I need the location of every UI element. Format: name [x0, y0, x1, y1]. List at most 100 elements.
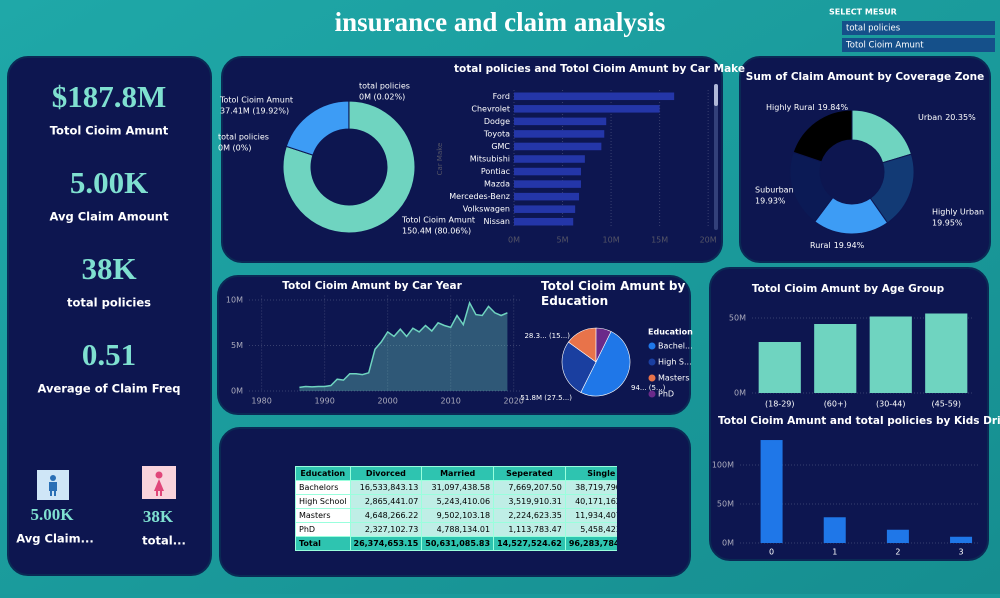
page-title: insurance and claim analysis	[335, 7, 666, 37]
card-value: 38K	[143, 507, 174, 526]
x-tick-label: 1990	[314, 397, 334, 406]
y-tick-label: Mazda	[484, 180, 510, 189]
x-tick-label: (30-44)	[876, 400, 906, 409]
total-cell: 96,283,784.02	[565, 537, 617, 551]
table-cell: Masters	[296, 509, 351, 523]
slice-label: total policies	[218, 133, 269, 142]
table-cell: 3,519,910.31	[494, 495, 566, 509]
y-tick-label: Toyota	[483, 129, 510, 138]
legend-marker	[649, 359, 656, 366]
value-label: 19.84%	[818, 103, 849, 112]
kpi-label: total policies	[67, 296, 151, 310]
value-label: 0M (0.02%)	[359, 93, 405, 102]
y-tick-label: 0M	[722, 539, 734, 548]
scrollbar-thumb[interactable]	[714, 84, 718, 106]
x-tick-label: (18-29)	[765, 400, 795, 409]
bar	[925, 314, 967, 394]
bar	[514, 155, 585, 163]
table-cell: 16,533,843.13	[350, 481, 422, 495]
bar	[814, 324, 856, 393]
chart-title: Totol Cioim Amunt by Car Year	[282, 280, 462, 292]
bar	[514, 118, 606, 126]
table-cell: 38,719,790.02	[565, 481, 617, 495]
table-cell: 9,502,103.18	[422, 509, 494, 523]
total-cell: Total	[296, 537, 351, 551]
slice-label: Totol Cioim Amunt	[219, 96, 293, 105]
category-label: Urban	[918, 113, 942, 122]
table-cell: Bachelors	[296, 481, 351, 495]
y-tick-label: Pontiac	[481, 167, 510, 176]
total-cell: 14,527,524.62	[494, 537, 566, 551]
bar	[514, 205, 575, 213]
value-label: 0M (0%)	[218, 144, 251, 153]
x-tick-label: 2000	[377, 397, 397, 406]
kpi-value: 38K	[81, 251, 136, 286]
slice-label: Highly Urban	[932, 208, 984, 217]
x-tick-label: 1	[832, 548, 837, 557]
bar	[514, 93, 674, 101]
person-icon	[142, 466, 176, 499]
category-label: Highly Rural	[766, 103, 815, 112]
value-label: 37.41M (19.92%)	[220, 107, 289, 116]
x-tick-label: 5M	[557, 236, 569, 245]
y-axis-title: Car Make	[436, 143, 444, 176]
y-tick-label: Volkswagen	[463, 205, 510, 214]
chart-title: Totol Cioim Amunt by Education	[541, 279, 691, 309]
value-label: 19.94%	[834, 241, 865, 250]
column-header: Single	[565, 467, 617, 481]
slicer-title: SELECT MESUR	[829, 8, 897, 17]
bar	[514, 218, 573, 226]
y-tick-label: Ford	[493, 92, 510, 101]
table-cell: 2,224,623.35	[494, 509, 566, 523]
legend-title: Education	[648, 328, 693, 337]
table-cell: 5,243,410.06	[422, 495, 494, 509]
table-cell: 40,171,162.92	[565, 495, 617, 509]
legend-label: PhD	[658, 390, 674, 399]
x-tick-label: 2	[895, 548, 900, 557]
kpi-label: Avg Claim Amount	[50, 210, 169, 224]
value-label: 20.35%	[945, 113, 976, 122]
bar	[514, 130, 604, 138]
x-tick-label: 15M	[651, 236, 668, 245]
column-header: Seperated	[494, 467, 566, 481]
bar	[514, 168, 581, 176]
kpi-label: Average of Claim Freq	[37, 382, 180, 396]
table-cell: 4,788,134.01	[422, 523, 494, 537]
y-tick-label: Mitsubishi	[470, 155, 510, 164]
chart-title: Totol Cioim Amunt and total policies by …	[718, 415, 1000, 427]
total-cell: 26,374,653.15	[350, 537, 422, 551]
table-cell: 1,113,783.47	[494, 523, 566, 537]
category-label: Rural	[810, 241, 831, 250]
card-value: 5.00K	[31, 505, 75, 524]
legend-marker	[649, 375, 656, 382]
bar	[761, 440, 783, 543]
y-tick-label: 10M	[226, 296, 243, 305]
slicer-option-label[interactable]: total policies	[846, 24, 901, 34]
kpi-label: Totol Cioim Amunt	[50, 124, 169, 138]
y-tick-label: 0M	[734, 389, 746, 398]
bar	[870, 317, 912, 394]
legend-label: Masters	[658, 374, 690, 383]
bar	[887, 530, 909, 543]
x-tick-label: (60+)	[824, 400, 847, 409]
chart-title-box: Totol Cioim Amunt by Education	[541, 279, 691, 315]
column-header: Married	[422, 467, 494, 481]
value-label: 51.8M (27.5...)	[520, 394, 572, 402]
y-tick-label: 100M	[712, 461, 734, 470]
value-label: 19.95%	[932, 219, 963, 228]
y-tick-label: Mercedes-Benz	[449, 192, 510, 201]
kpi-value: 5.00K	[70, 165, 148, 200]
slicer-option-label[interactable]: Totol Cioim Amunt	[845, 41, 924, 51]
x-tick-label: 1980	[251, 397, 271, 406]
slice-label: Totol Cioim Amunt	[401, 216, 475, 225]
chart-title: total policies and Totol Cioim Amunt by …	[454, 63, 745, 75]
table-cell: High School	[296, 495, 351, 509]
y-tick-label: 50M	[729, 314, 746, 323]
